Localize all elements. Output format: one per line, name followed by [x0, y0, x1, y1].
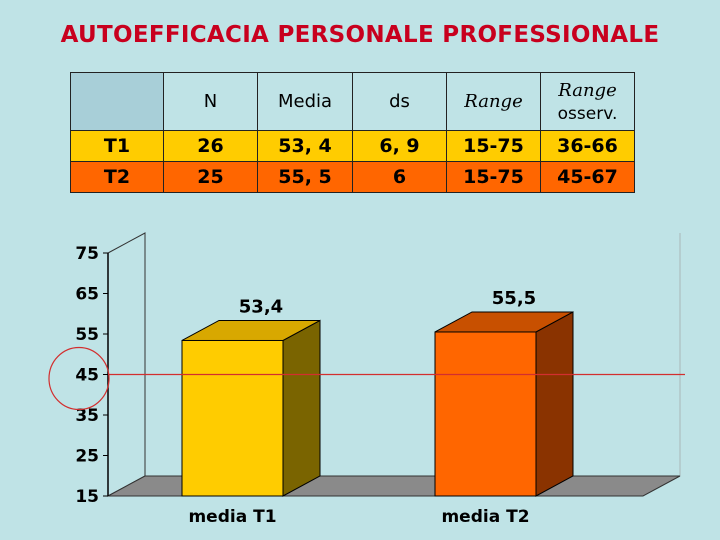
y-tick-label: 45 [75, 366, 99, 386]
y-tick-label: 75 [75, 244, 99, 264]
bar-side [535, 311, 574, 497]
table-cell: T2 [70, 161, 164, 193]
bar-side [282, 319, 321, 497]
stats-table: N Media ds Range Range osserv. T1 26 53,… [70, 72, 635, 193]
y-tick-label: 35 [75, 406, 99, 426]
y-tick-label: 55 [75, 325, 99, 345]
y-tick-label: 25 [75, 447, 99, 467]
y-tick-label: 65 [75, 285, 99, 305]
table-cell: 6 [352, 161, 447, 193]
table-cell: T1 [70, 130, 164, 162]
table-cell: 15-75 [446, 130, 541, 162]
chart-side-wall [107, 232, 146, 497]
table-cell: 55, 5 [257, 161, 353, 193]
table-row: T1 26 53, 4 6, 9 15-75 36-66 [70, 130, 635, 162]
x-tick-label: media T1 [188, 507, 276, 527]
page-title: AUTOEFFICACIA PERSONALE PROFESSIONALE [60, 22, 660, 48]
table-cell: 53, 4 [257, 130, 353, 162]
bar [434, 331, 537, 497]
table-cell: 15-75 [446, 161, 541, 193]
bar [181, 339, 284, 497]
bar-group [181, 319, 321, 497]
table-cell: 36-66 [540, 130, 635, 162]
table-cell: 6, 9 [352, 130, 447, 162]
bar-group [434, 311, 574, 497]
y-tick-label: 15 [75, 487, 99, 507]
table-cell: 45-67 [540, 161, 635, 193]
header-cell-media: Media [257, 72, 353, 131]
data-label: 53,4 [239, 296, 283, 317]
table-cell: 26 [163, 130, 258, 162]
x-tick-label: media T2 [441, 507, 529, 527]
header-osserv-label: osserv. [557, 103, 618, 124]
data-label: 55,5 [492, 288, 536, 309]
header-range-label: Range [558, 79, 617, 101]
highlight-circle [48, 346, 110, 411]
header-cell-empty [70, 72, 164, 131]
table-cell: 25 [163, 161, 258, 193]
table-row: T2 25 55, 5 6 15-75 45-67 [70, 161, 635, 193]
header-cell-range-osserv: Range osserv. [540, 72, 635, 131]
table-header-row: N Media ds Range Range osserv. [70, 72, 635, 131]
